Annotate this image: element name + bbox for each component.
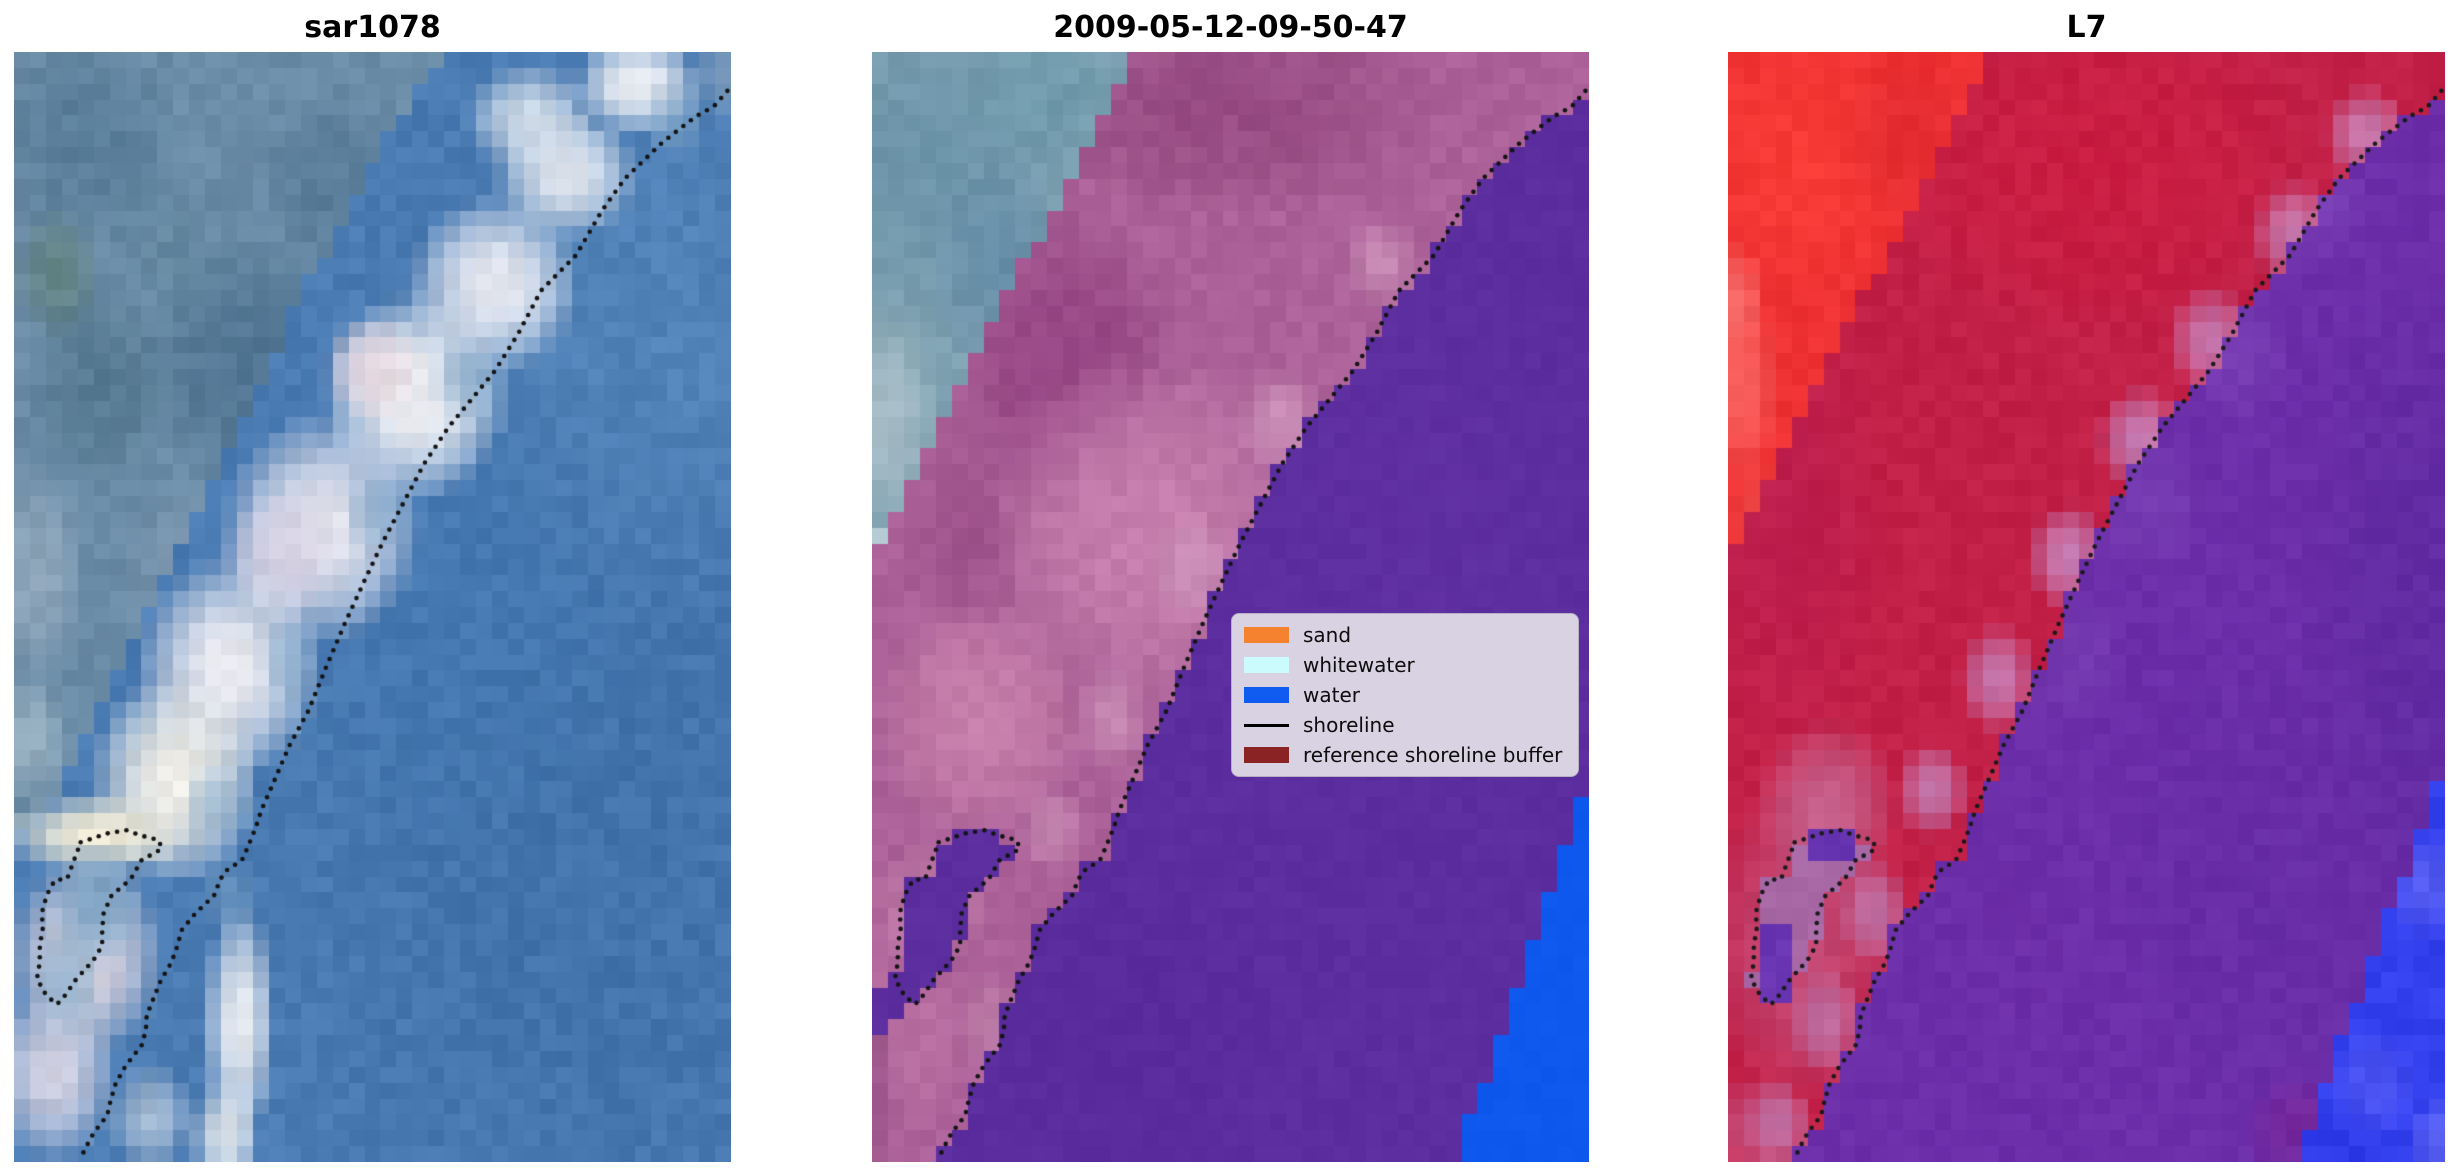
legend-swatch-whitewater (1244, 657, 1289, 673)
legend-label-reference-shoreline-buffer: reference shoreline buffer (1303, 743, 1563, 767)
legend-item-sand: sand (1244, 620, 1566, 650)
panel-classified-2009-05-12: 2009-05-12-09-50-47 (872, 0, 1589, 1162)
legend-label-whitewater: whitewater (1303, 653, 1415, 677)
panel-sar1078: sar1078 (14, 0, 731, 1162)
legend-label-sand: sand (1303, 623, 1352, 647)
panel-image-classified (872, 52, 1589, 1162)
legend-swatch-water (1244, 687, 1289, 703)
legend-item-whitewater: whitewater (1244, 650, 1566, 680)
panel-image-sar1078 (14, 52, 731, 1162)
panel-l7: L7 (1728, 0, 2445, 1162)
legend-label-water: water (1303, 683, 1360, 707)
legend-swatch-reference-shoreline-buffer (1244, 747, 1289, 763)
legend-box: sand whitewater water shoreline reference sh… (1231, 613, 1579, 777)
panel-title-l7: L7 (2066, 10, 2107, 45)
legend-label-shoreline: shoreline (1303, 713, 1395, 737)
panel-image-l7 (1728, 52, 2445, 1162)
legend-item-reference-shoreline-buffer: reference shoreline buffer (1244, 740, 1566, 770)
legend-item-shoreline: shoreline (1244, 710, 1566, 740)
legend-item-water: water (1244, 680, 1566, 710)
panel-title-classified: 2009-05-12-09-50-47 (1053, 10, 1408, 45)
panel-title-sar1078: sar1078 (304, 10, 441, 45)
legend-line-shoreline (1244, 723, 1289, 727)
legend-swatch-sand (1244, 627, 1289, 643)
